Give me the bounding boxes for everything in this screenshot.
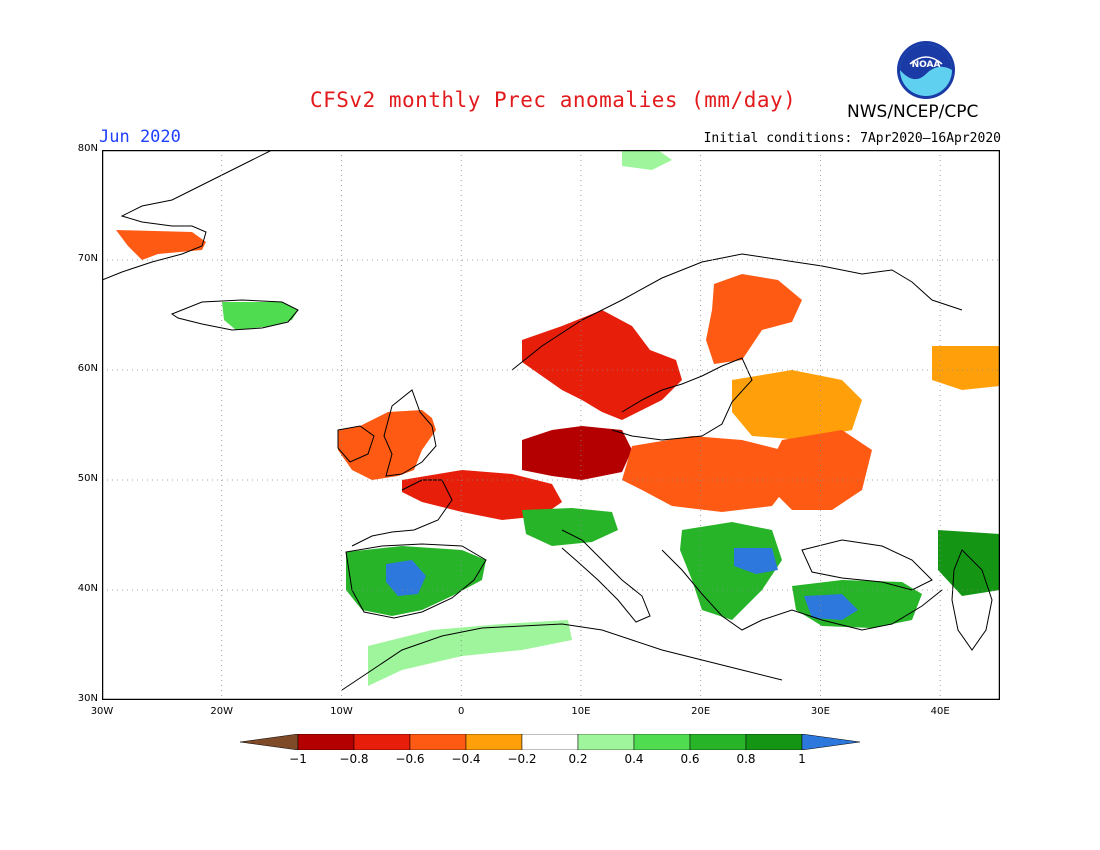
uk-coast [383,389,437,477]
longitude-label: 40E [930,706,950,717]
europe-west-coast [351,479,453,547]
longitude-label: 0 [458,706,465,717]
legend-swatch [353,734,411,750]
graticule [102,150,1000,700]
legend-swatch [633,734,691,750]
greenland-coast [102,150,273,281]
legend-high-arrow [801,734,860,750]
longitude-label: 30E [810,706,830,717]
legend-label: −0.4 [451,752,481,766]
longitude-label: 30W [90,706,114,717]
north-africa-coast [341,623,783,691]
legend-swatch [745,734,803,750]
black-sea-coast [801,539,933,591]
legend-low-arrow [240,734,299,750]
anomaly-region [932,346,1000,390]
latitude-label: 50N [77,473,98,484]
latitude-label: 80N [77,143,98,154]
legend-swatch [521,734,579,750]
legend-label: 0.8 [736,752,756,766]
latitude-label: 60N [77,363,98,374]
anomaly-layer [116,150,1000,686]
map-frame [102,150,1000,700]
longitude-label: 10E [571,706,591,717]
anomaly-region [522,426,632,480]
noaa-logo-text: NOAA [912,60,941,70]
latitude-label: 70N [77,253,98,264]
legend-swatch [409,734,467,750]
anomaly-region [116,230,206,260]
anomaly-region [222,302,298,330]
chart-title: CFSv2 monthly Prec anomalies (mm/day) [310,88,797,112]
italy-coast [561,529,651,623]
initial-conditions: Initial conditions: 7Apr2020–16Apr2020 [703,131,1001,146]
legend-label: −1 [289,752,307,766]
legend-swatch [577,734,635,750]
anomaly-region [732,370,862,440]
anomaly-region [622,150,672,170]
anomaly-region [680,522,782,620]
legend-swatch [689,734,747,750]
legend-swatch [465,734,523,750]
legend-label: 1 [798,752,806,766]
noaa-logo: NOAA [896,40,956,100]
anomaly-region [402,470,562,520]
legend-label: 0.4 [624,752,644,766]
color-legend [240,734,860,750]
precip-anomaly-map [102,150,1000,700]
legend-label: −0.2 [507,752,537,766]
map-canvas [102,150,1000,700]
anomaly-region [522,508,618,546]
anomaly-region [804,594,858,620]
anomaly-region [772,430,872,510]
noaa-emblem: NOAA [897,41,955,99]
latitude-label: 30N [77,693,98,704]
balkan-coast [661,549,943,631]
longitude-label: 10W [330,706,353,717]
scandinavia-coast [511,253,963,371]
anomaly-region [706,274,802,364]
forecast-month: Jun 2020 [99,127,181,147]
iceland-coast [170,299,299,331]
caspian-coast [951,549,993,651]
legend-label: −0.6 [395,752,425,766]
iberia-coast [345,543,487,619]
agency-label: NWS/NCEP/CPC [847,102,979,122]
anomaly-region [522,310,682,420]
anomaly-region [368,620,572,686]
legend-label: −0.8 [339,752,369,766]
latitude-label: 40N [77,583,98,594]
longitude-label: 20E [691,706,711,717]
legend-label: 0.2 [568,752,588,766]
anomaly-region [386,560,426,596]
longitude-label: 20W [210,706,234,717]
legend-label: 0.6 [680,752,700,766]
legend-swatch [297,734,355,750]
baltic-coast [611,357,753,441]
ireland-coast [337,425,375,463]
anomaly-region [734,548,778,574]
coastline-layer [102,150,993,691]
anomaly-region [622,436,792,512]
